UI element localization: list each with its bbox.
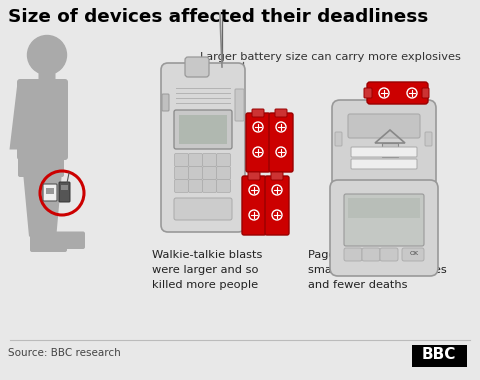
- FancyBboxPatch shape: [269, 113, 293, 172]
- FancyBboxPatch shape: [189, 154, 203, 166]
- FancyBboxPatch shape: [252, 109, 264, 117]
- Text: Pager blasts were
smaller, causing injuries
and fewer deaths: Pager blasts were smaller, causing injur…: [308, 250, 447, 290]
- Text: Size of devices affected their deadliness: Size of devices affected their deadlines…: [8, 8, 428, 26]
- FancyBboxPatch shape: [46, 188, 54, 194]
- FancyBboxPatch shape: [380, 248, 398, 261]
- FancyBboxPatch shape: [203, 166, 216, 179]
- FancyBboxPatch shape: [47, 84, 68, 152]
- Text: Larger battery size can carry more explosives: Larger battery size can carry more explo…: [200, 52, 461, 62]
- FancyBboxPatch shape: [162, 94, 169, 111]
- FancyBboxPatch shape: [425, 132, 432, 146]
- FancyBboxPatch shape: [248, 172, 260, 180]
- FancyBboxPatch shape: [348, 114, 420, 138]
- FancyBboxPatch shape: [59, 182, 70, 202]
- FancyBboxPatch shape: [38, 71, 56, 84]
- Text: OK: OK: [410, 251, 419, 256]
- Text: BBC: BBC: [422, 347, 456, 362]
- FancyBboxPatch shape: [344, 194, 424, 246]
- FancyBboxPatch shape: [348, 198, 420, 218]
- FancyBboxPatch shape: [185, 57, 209, 77]
- FancyBboxPatch shape: [174, 110, 232, 149]
- FancyBboxPatch shape: [235, 89, 244, 121]
- FancyBboxPatch shape: [367, 82, 428, 104]
- FancyBboxPatch shape: [351, 159, 417, 169]
- FancyBboxPatch shape: [216, 179, 230, 193]
- FancyBboxPatch shape: [335, 132, 342, 146]
- Polygon shape: [38, 172, 62, 239]
- Circle shape: [27, 35, 67, 74]
- FancyBboxPatch shape: [246, 113, 270, 172]
- FancyBboxPatch shape: [422, 88, 429, 98]
- FancyBboxPatch shape: [216, 154, 230, 166]
- FancyBboxPatch shape: [203, 179, 216, 193]
- Text: Source: BBC research: Source: BBC research: [8, 348, 121, 358]
- FancyBboxPatch shape: [189, 166, 203, 179]
- FancyBboxPatch shape: [161, 63, 245, 232]
- FancyBboxPatch shape: [216, 166, 230, 179]
- FancyBboxPatch shape: [203, 154, 216, 166]
- FancyBboxPatch shape: [330, 180, 438, 276]
- FancyBboxPatch shape: [412, 345, 467, 367]
- Polygon shape: [23, 172, 50, 236]
- FancyBboxPatch shape: [382, 143, 398, 157]
- FancyBboxPatch shape: [175, 166, 189, 179]
- FancyBboxPatch shape: [332, 100, 436, 188]
- FancyBboxPatch shape: [42, 231, 85, 249]
- FancyBboxPatch shape: [271, 172, 283, 180]
- FancyBboxPatch shape: [275, 109, 287, 117]
- FancyBboxPatch shape: [402, 248, 424, 261]
- FancyBboxPatch shape: [30, 234, 67, 252]
- FancyBboxPatch shape: [344, 248, 362, 261]
- FancyBboxPatch shape: [18, 150, 64, 177]
- FancyBboxPatch shape: [242, 176, 266, 235]
- FancyBboxPatch shape: [189, 179, 203, 193]
- FancyBboxPatch shape: [364, 88, 372, 98]
- FancyBboxPatch shape: [175, 154, 189, 166]
- FancyBboxPatch shape: [175, 179, 189, 193]
- FancyBboxPatch shape: [351, 147, 417, 157]
- FancyBboxPatch shape: [43, 184, 57, 201]
- FancyBboxPatch shape: [17, 79, 68, 160]
- FancyBboxPatch shape: [265, 176, 289, 235]
- FancyBboxPatch shape: [61, 185, 68, 190]
- Polygon shape: [10, 87, 35, 149]
- FancyBboxPatch shape: [174, 198, 232, 220]
- FancyBboxPatch shape: [179, 115, 227, 144]
- Text: Walkie-talkie blasts
were larger and so
killed more people: Walkie-talkie blasts were larger and so …: [152, 250, 263, 290]
- FancyBboxPatch shape: [362, 248, 380, 261]
